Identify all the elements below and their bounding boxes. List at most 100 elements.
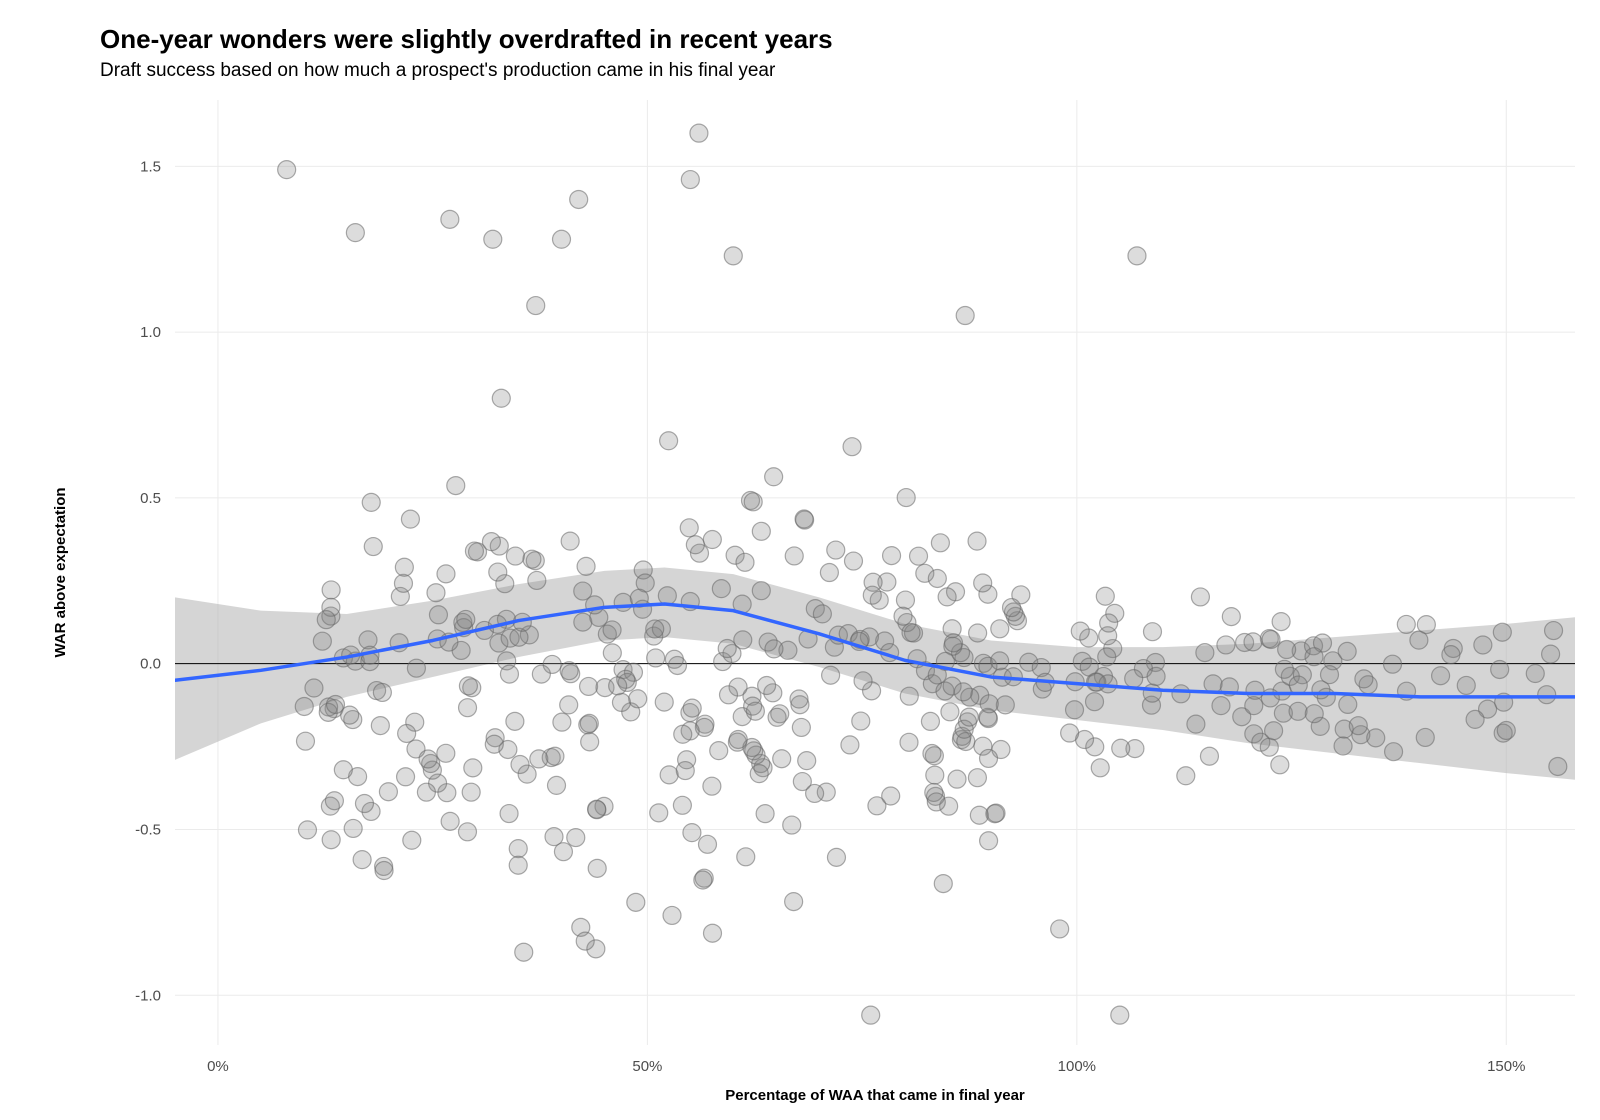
scatter-point xyxy=(500,805,518,823)
scatter-point xyxy=(750,765,768,783)
scatter-point xyxy=(1272,613,1290,631)
scatter-point xyxy=(581,733,599,751)
scatter-point xyxy=(1542,645,1560,663)
scatter-point xyxy=(553,230,571,248)
scatter-point xyxy=(968,769,986,787)
scatter-point xyxy=(1491,660,1509,678)
scatter-point xyxy=(437,744,455,762)
y-tick-label: 0.0 xyxy=(140,656,161,673)
scatter-point xyxy=(1143,623,1161,641)
scatter-point xyxy=(1088,673,1106,691)
scatter-point xyxy=(373,683,391,701)
scatter-point xyxy=(394,574,412,592)
scatter-point xyxy=(1177,767,1195,785)
scatter-point xyxy=(397,768,415,786)
scatter-point xyxy=(371,717,389,735)
scatter-point xyxy=(1260,738,1278,756)
scatter-point xyxy=(752,582,770,600)
scatter-point xyxy=(956,307,974,325)
scatter-point xyxy=(427,584,445,602)
scatter-point xyxy=(785,547,803,565)
scatter-chart: One-year wonders were slightly overdraft… xyxy=(0,0,1600,1120)
scatter-point xyxy=(980,832,998,850)
scatter-point xyxy=(897,489,915,507)
scatter-point xyxy=(1334,737,1352,755)
scatter-point xyxy=(948,770,966,788)
scatter-point xyxy=(322,831,340,849)
scatter-point xyxy=(403,831,421,849)
scatter-point xyxy=(765,640,783,658)
scatter-point xyxy=(720,686,738,704)
scatter-point xyxy=(927,793,945,811)
scatter-point xyxy=(647,649,665,667)
scatter-point xyxy=(996,696,1014,714)
scatter-point xyxy=(987,804,1005,822)
scatter-point xyxy=(1349,717,1367,735)
scatter-point xyxy=(674,725,692,743)
scatter-point xyxy=(900,687,918,705)
scatter-point xyxy=(813,605,831,623)
scatter-point xyxy=(663,906,681,924)
scatter-point xyxy=(546,747,564,765)
scatter-point xyxy=(938,588,956,606)
scatter-point xyxy=(1262,630,1280,648)
scatter-point xyxy=(683,699,701,717)
scatter-point xyxy=(1466,710,1484,728)
scatter-point xyxy=(341,706,359,724)
scatter-point xyxy=(980,749,998,767)
scatter-point xyxy=(1196,644,1214,662)
scatter-point xyxy=(843,438,861,456)
scatter-point xyxy=(485,735,503,753)
scatter-point xyxy=(457,610,475,628)
scatter-point xyxy=(1244,633,1262,651)
scatter-point xyxy=(758,677,776,695)
scatter-point xyxy=(900,733,918,751)
scatter-point xyxy=(820,564,838,582)
scatter-point xyxy=(313,632,331,650)
scatter-point xyxy=(528,571,546,589)
scatter-point xyxy=(603,644,621,662)
scatter-point xyxy=(1098,648,1116,666)
scatter-point xyxy=(362,493,380,511)
scatter-point xyxy=(1338,642,1356,660)
scatter-point xyxy=(945,634,963,652)
scatter-point xyxy=(683,824,701,842)
scatter-point xyxy=(703,777,721,795)
scatter-point xyxy=(560,696,578,714)
scatter-point xyxy=(1442,646,1460,664)
scatter-point xyxy=(1385,743,1403,761)
scatter-point xyxy=(1147,667,1165,685)
scatter-point xyxy=(783,816,801,834)
scatter-point xyxy=(364,538,382,556)
scatter-point xyxy=(532,665,550,683)
scatter-point xyxy=(744,697,762,715)
scatter-point xyxy=(712,580,730,598)
scatter-point xyxy=(295,697,313,715)
scatter-point xyxy=(417,783,435,801)
scatter-point xyxy=(577,557,595,575)
scatter-point xyxy=(1397,615,1415,633)
scatter-point xyxy=(798,752,816,770)
scatter-point xyxy=(1246,681,1264,699)
scatter-point xyxy=(612,693,630,711)
scatter-point xyxy=(629,690,647,708)
scatter-point xyxy=(489,563,507,581)
y-tick-label: 0.5 xyxy=(140,490,161,507)
scatter-point xyxy=(379,783,397,801)
scatter-point xyxy=(322,581,340,599)
scatter-point xyxy=(1217,636,1235,654)
scatter-point xyxy=(1143,684,1161,702)
scatter-point xyxy=(934,875,952,893)
x-tick-label: 0% xyxy=(207,1058,229,1075)
scatter-point xyxy=(852,712,870,730)
scatter-point xyxy=(729,730,747,748)
scatter-point xyxy=(1112,739,1130,757)
scatter-point xyxy=(1265,722,1283,740)
scatter-point xyxy=(785,893,803,911)
scatter-point xyxy=(1200,747,1218,765)
scatter-point xyxy=(894,607,912,625)
scatter-point xyxy=(588,800,606,818)
scatter-point xyxy=(1305,705,1323,723)
scatter-point xyxy=(1305,648,1323,666)
scatter-point xyxy=(375,862,393,880)
